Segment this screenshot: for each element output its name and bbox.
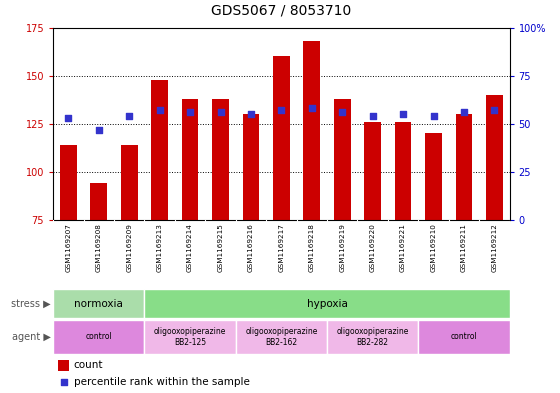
Bar bbox=[121, 145, 138, 220]
Bar bbox=[418, 320, 510, 354]
Text: GSM1169215: GSM1169215 bbox=[217, 224, 223, 272]
Text: GSM1169216: GSM1169216 bbox=[248, 224, 254, 272]
Point bbox=[246, 111, 255, 117]
Text: GSM1169221: GSM1169221 bbox=[400, 224, 406, 272]
Bar bbox=[151, 79, 168, 220]
Bar bbox=[304, 41, 320, 220]
Text: GSM1169207: GSM1169207 bbox=[66, 224, 72, 272]
Text: GSM1169210: GSM1169210 bbox=[431, 224, 437, 272]
Text: GSM1169217: GSM1169217 bbox=[278, 224, 284, 272]
Bar bbox=[456, 114, 472, 220]
Bar bbox=[60, 145, 77, 220]
Point bbox=[277, 107, 286, 114]
Bar bbox=[58, 360, 69, 371]
Point bbox=[490, 107, 499, 114]
Point bbox=[399, 111, 408, 117]
Bar bbox=[365, 122, 381, 220]
Point bbox=[368, 113, 377, 119]
Bar bbox=[236, 320, 327, 354]
Point bbox=[155, 107, 164, 114]
Bar bbox=[212, 99, 229, 220]
Bar bbox=[182, 99, 198, 220]
Text: GSM1169209: GSM1169209 bbox=[126, 224, 132, 272]
Bar bbox=[91, 184, 107, 220]
Bar bbox=[273, 56, 290, 220]
Point bbox=[459, 109, 468, 116]
Bar bbox=[334, 99, 351, 220]
Text: percentile rank within the sample: percentile rank within the sample bbox=[74, 377, 250, 387]
Text: oligooxopiperazine
BB2-282: oligooxopiperazine BB2-282 bbox=[337, 327, 409, 347]
Point bbox=[186, 109, 195, 116]
Text: oligooxopiperazine
BB2-125: oligooxopiperazine BB2-125 bbox=[154, 327, 226, 347]
Point bbox=[94, 127, 103, 133]
Bar bbox=[242, 114, 259, 220]
Point bbox=[307, 105, 316, 112]
Point bbox=[338, 109, 347, 116]
Point bbox=[216, 109, 225, 116]
Bar bbox=[144, 289, 510, 318]
Text: count: count bbox=[74, 360, 103, 370]
Bar bbox=[53, 320, 144, 354]
Point bbox=[59, 378, 68, 385]
Bar bbox=[144, 320, 236, 354]
Text: GSM1169214: GSM1169214 bbox=[187, 224, 193, 272]
Bar bbox=[53, 289, 144, 318]
Text: stress ▶: stress ▶ bbox=[11, 299, 50, 309]
Bar bbox=[395, 122, 412, 220]
Text: control: control bbox=[451, 332, 477, 342]
Text: GDS5067 / 8053710: GDS5067 / 8053710 bbox=[211, 4, 352, 18]
Text: GSM1169218: GSM1169218 bbox=[309, 224, 315, 272]
Text: normoxia: normoxia bbox=[74, 299, 123, 309]
Point bbox=[429, 113, 438, 119]
Text: agent ▶: agent ▶ bbox=[12, 332, 50, 342]
Text: GSM1169219: GSM1169219 bbox=[339, 224, 346, 272]
Text: control: control bbox=[86, 332, 112, 342]
Bar bbox=[425, 133, 442, 220]
Text: GSM1169211: GSM1169211 bbox=[461, 224, 467, 272]
Bar bbox=[486, 95, 503, 220]
Bar bbox=[327, 320, 418, 354]
Text: GSM1169220: GSM1169220 bbox=[370, 224, 376, 272]
Point bbox=[125, 113, 134, 119]
Text: GSM1169208: GSM1169208 bbox=[96, 224, 102, 272]
Text: GSM1169212: GSM1169212 bbox=[491, 224, 497, 272]
Text: GSM1169213: GSM1169213 bbox=[157, 224, 163, 272]
Text: hypoxia: hypoxia bbox=[307, 299, 347, 309]
Text: oligooxopiperazine
BB2-162: oligooxopiperazine BB2-162 bbox=[245, 327, 318, 347]
Point bbox=[64, 115, 73, 121]
